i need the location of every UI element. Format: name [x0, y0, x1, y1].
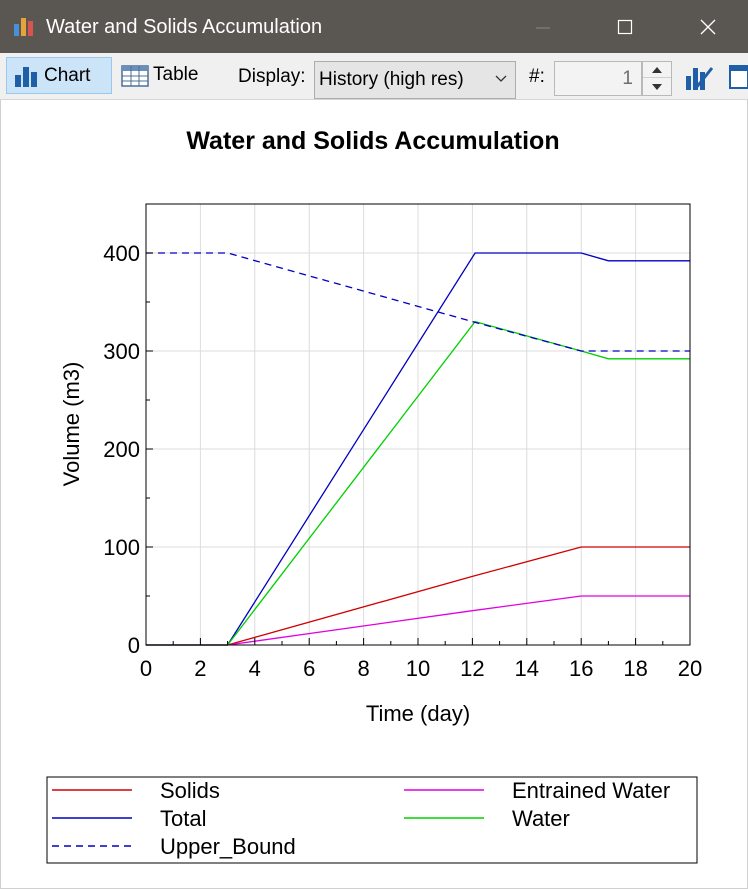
legend-label: Entrained Water	[512, 778, 670, 803]
x-tick-label: 20	[678, 656, 702, 681]
stepper-up-button[interactable]	[643, 62, 671, 78]
minimize-button[interactable]	[518, 0, 568, 53]
y-tick-label: 0	[128, 633, 140, 658]
number-input[interactable]: 1	[554, 61, 642, 96]
legend-frame	[46, 776, 698, 864]
legend-label: Solids	[160, 778, 220, 803]
number-label: #:	[529, 66, 545, 87]
x-tick-label: 16	[569, 656, 593, 681]
maximize-button[interactable]	[600, 0, 650, 53]
x-tick-label: 6	[303, 656, 315, 681]
x-tick-label: 8	[357, 656, 369, 681]
chevron-down-small-icon	[652, 84, 662, 90]
table-view-button[interactable]: Table	[118, 57, 218, 94]
bar-chart-icon	[15, 67, 37, 87]
chart-area: Water and Solids Accumulation 0 2 4 6 8 10 12 1…	[0, 100, 748, 889]
x-tick-label: 12	[460, 656, 484, 681]
y-axis-label: Volume (m3)	[59, 362, 84, 487]
table-icon	[121, 65, 149, 87]
x-tick-label: 0	[140, 656, 152, 681]
maximize-icon	[617, 19, 633, 35]
legend-label: Water	[512, 806, 570, 831]
minimize-icon	[536, 27, 550, 29]
legend: Solids Entrained Water Total Water Upper_Bou…	[46, 776, 698, 864]
chart-view-button[interactable]: Chart	[6, 57, 112, 94]
display-select[interactable]: History (high res)	[314, 61, 516, 99]
window-border-left	[0, 100, 1, 889]
chart-options-button[interactable]	[684, 62, 714, 92]
display-select-value: History (high res)	[319, 69, 464, 90]
chart-view-label: Chart	[44, 65, 91, 86]
chevron-up-icon	[652, 67, 662, 73]
series-line-upper-bound	[146, 252, 690, 352]
stepper-down-button[interactable]	[643, 79, 671, 95]
table-view-label: Table	[153, 64, 199, 85]
chart-settings-icon	[686, 67, 714, 90]
toolbar: Chart Table Display: History (high res) …	[0, 53, 748, 100]
chevron-down-icon	[495, 75, 507, 82]
chart-title: Water and Solids Accumulation	[186, 127, 559, 155]
window-title: Water and Solids Accumulation	[46, 16, 323, 38]
legend-label: Upper_Bound	[160, 834, 296, 859]
x-tick-label: 10	[406, 656, 430, 681]
legend-label: Total	[160, 806, 206, 831]
window-titlebar: Water and Solids Accumulation	[0, 0, 748, 53]
close-icon	[700, 19, 716, 35]
x-axis-label: Time (day)	[366, 701, 470, 726]
x-tick-label: 14	[515, 656, 539, 681]
y-tick-label: 200	[103, 437, 140, 462]
grid	[145, 204, 691, 646]
y-tick-label: 400	[103, 241, 140, 266]
chart-app-icon	[14, 18, 33, 36]
y-tick-label: 100	[103, 535, 140, 560]
line-chart: Water and Solids Accumulation 0 2 4 6 8 10 12 1…	[46, 127, 702, 864]
y-tick-label: 300	[103, 339, 140, 364]
window-layout-button[interactable]	[728, 64, 748, 90]
display-label: Display:	[238, 66, 306, 87]
x-tick-label: 4	[249, 656, 261, 681]
close-button[interactable]	[683, 0, 733, 53]
number-stepper	[642, 61, 672, 96]
window-icon	[729, 65, 748, 89]
x-tick-label: 18	[623, 656, 647, 681]
x-tick-label: 2	[194, 656, 206, 681]
